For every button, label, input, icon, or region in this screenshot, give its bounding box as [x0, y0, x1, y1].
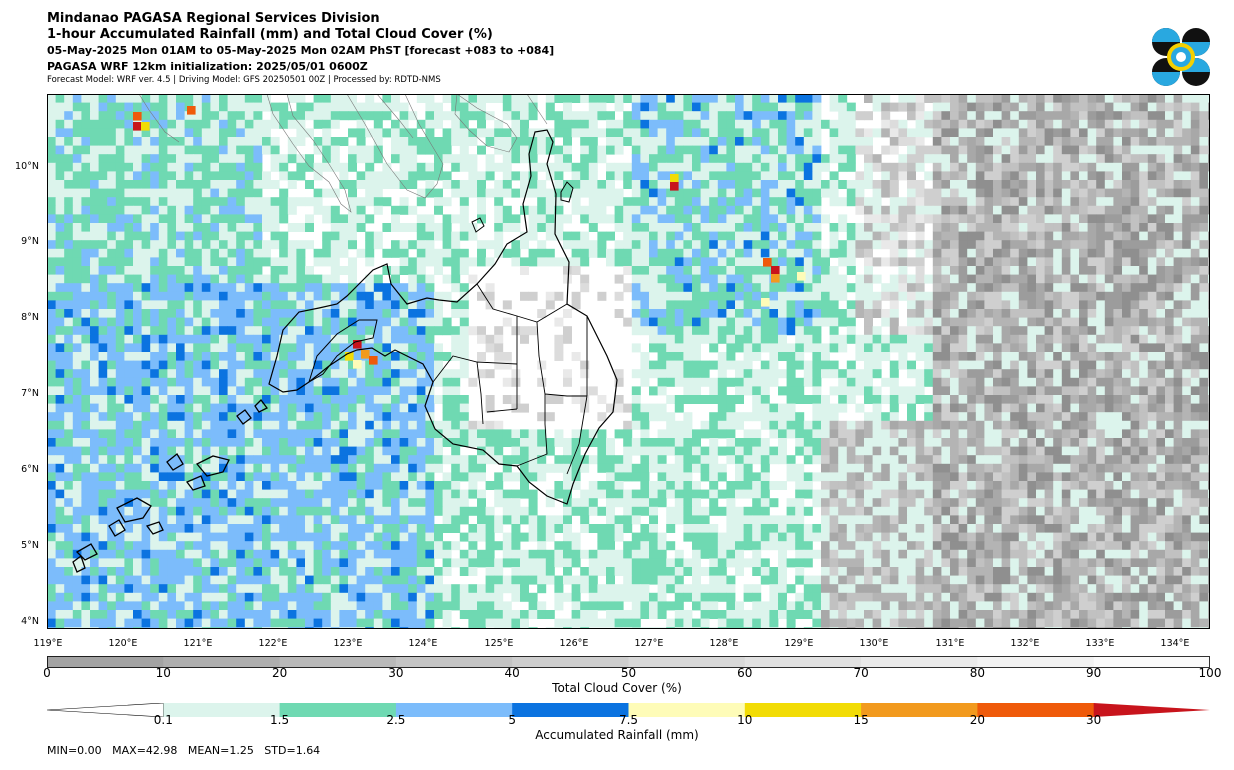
rainfall-tick: 0.1	[153, 713, 173, 727]
lon-label: 133°E	[1085, 638, 1115, 649]
visayas-outlines	[138, 94, 548, 213]
rainfall-statistics: MIN=0.00 MAX=42.98 MEAN=1.25 STD=1.64	[47, 744, 321, 757]
valid-period: 05-May-2025 Mon 01AM to 05-May-2025 Mon …	[47, 44, 555, 57]
cloud-cover-tick: 30	[388, 666, 404, 680]
cloud-cover-tick: 0	[43, 666, 51, 680]
model-initialization: PAGASA WRF 12km initialization: 2025/05/…	[47, 60, 368, 73]
lon-label: 119°E	[33, 638, 63, 649]
rainfall-tick: 1.5	[270, 713, 290, 727]
lon-label: 124°E	[408, 638, 438, 649]
cloud-cover-swatch	[512, 656, 629, 668]
model-credits: Forecast Model: WRF ver. 4.5 | Driving M…	[47, 75, 441, 85]
cloud-cover-swatch	[977, 656, 1095, 668]
rainfall-swatch	[163, 703, 281, 717]
rainfall-cloud-map	[47, 94, 1210, 629]
rainfall-tick: 10	[737, 713, 753, 727]
rainfall-swatch	[512, 703, 629, 717]
pagasa-logo-icon	[1152, 28, 1210, 86]
lon-label: 129°E	[784, 638, 814, 649]
cloud-cover-colorbar	[47, 656, 1210, 668]
lon-label: 126°E	[559, 638, 589, 649]
lon-label: 122°E	[258, 638, 288, 649]
cloud-cover-swatch	[628, 656, 746, 668]
lon-label: 131°E	[935, 638, 965, 649]
rainfall-tick: 15	[853, 713, 869, 727]
rainfall-tick: 30	[1086, 713, 1102, 727]
zamboanga-gulf-coast	[308, 319, 378, 384]
cloud-cover-tick: 50	[620, 666, 637, 680]
lat-label: 9°N	[21, 236, 39, 247]
grid-cells	[47, 94, 1210, 629]
rainfall-swatch	[628, 703, 746, 717]
cloud-cover-tick: 60	[737, 666, 753, 680]
rainfall-tick: 7.5	[618, 713, 639, 727]
sulu-archipelago	[72, 399, 268, 573]
province-boundaries	[432, 283, 588, 475]
lat-label: 8°N	[21, 312, 39, 323]
cloud-cover-tick: 40	[504, 666, 520, 680]
cloud-cover-tick: 10	[155, 666, 171, 680]
rainfall-tick: 5	[508, 713, 517, 727]
mindanao-outline	[268, 129, 618, 505]
cloud-cover-title: Total Cloud Cover (%)	[552, 681, 682, 695]
camiguin-island	[471, 217, 485, 233]
lon-label: 128°E	[709, 638, 739, 649]
lat-label: 4°N	[21, 616, 39, 627]
cloud-cover-tick: 100	[1198, 666, 1222, 680]
rainfall-swatch	[279, 703, 397, 717]
lon-label: 121°E	[183, 638, 213, 649]
rainfall-title: Accumulated Rainfall (mm)	[535, 728, 699, 742]
rainfall-colorbar	[47, 703, 1210, 717]
cloud-cover-swatch	[861, 656, 978, 668]
lon-label: 134°E	[1160, 638, 1190, 649]
map-title: Mindanao PAGASA Regional Services Divisi…	[47, 11, 380, 26]
cloud-cover-tick: 70	[853, 666, 869, 680]
rainfall-swatch	[395, 703, 513, 717]
lon-label: 120°E	[108, 638, 138, 649]
cloud-cover-swatch	[744, 656, 862, 668]
lon-label: 125°E	[484, 638, 514, 649]
cloud-cover-tick: 20	[271, 666, 288, 680]
cloud-cover-swatch	[47, 656, 164, 668]
lon-label: 127°E	[634, 638, 664, 649]
dinagat-island	[560, 181, 574, 203]
cloud-cover-tick: 80	[969, 666, 986, 680]
rainfall-swatch	[744, 703, 862, 717]
lon-label: 123°E	[333, 638, 363, 649]
cloud-cover-swatch	[279, 656, 397, 668]
cloud-cover-swatch	[395, 656, 513, 668]
cloud-cover-swatch	[163, 656, 281, 668]
rainfall-swatch	[977, 703, 1095, 717]
lat-label: 10°N	[15, 161, 39, 172]
lat-label: 6°N	[21, 464, 39, 475]
land-outlines	[268, 129, 618, 505]
lon-label: 132°E	[1010, 638, 1040, 649]
map-border	[47, 94, 1210, 629]
lon-label: 130°E	[859, 638, 889, 649]
rainfall-swatch	[47, 703, 164, 717]
cloud-cover-tick: 90	[1086, 666, 1102, 680]
map-subtitle: 1-hour Accumulated Rainfall (mm) and Tot…	[47, 27, 493, 42]
rainfall-tick: 20	[969, 713, 986, 727]
lat-label: 5°N	[21, 540, 39, 551]
lat-label: 7°N	[21, 388, 39, 399]
cloud-cover-swatch	[1093, 656, 1210, 668]
rainfall-swatch	[861, 703, 978, 717]
rainfall-tick: 2.5	[386, 713, 406, 727]
rainfall-swatch	[1093, 703, 1210, 717]
